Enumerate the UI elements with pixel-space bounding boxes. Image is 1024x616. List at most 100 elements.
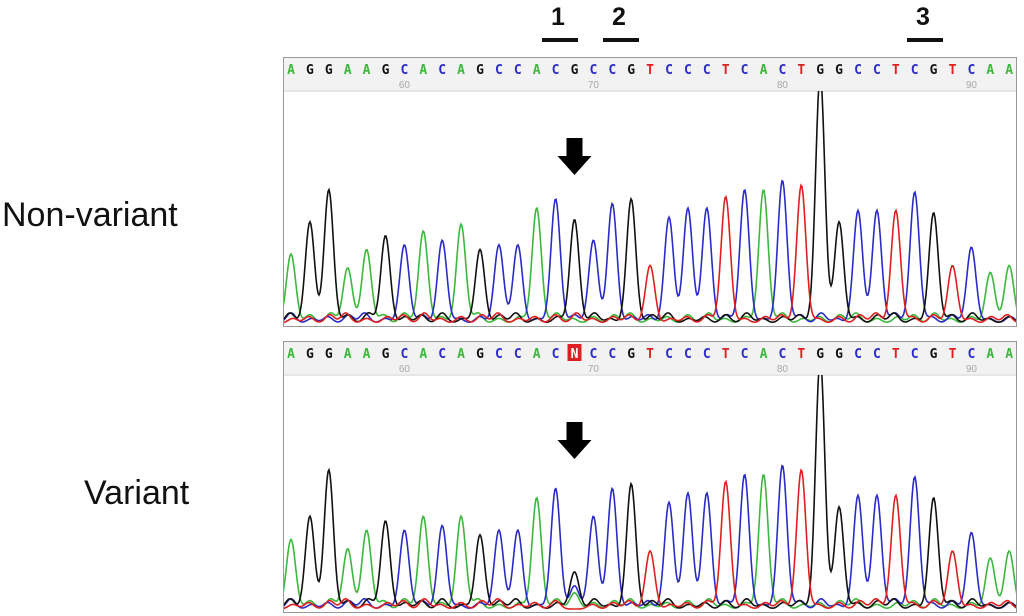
base-call: G	[306, 63, 314, 78]
base-call: C	[967, 347, 975, 362]
base-call: T	[646, 63, 654, 78]
base-call: G	[382, 347, 390, 362]
base-call: T	[949, 347, 957, 362]
base-call: C	[741, 347, 749, 362]
base-call: C	[703, 347, 711, 362]
base-call: A	[419, 347, 427, 362]
base-call: G	[816, 63, 824, 78]
base-call: T	[892, 63, 900, 78]
base-call: C	[438, 63, 446, 78]
trace-g	[284, 375, 1016, 610]
base-call: C	[514, 63, 522, 78]
base-call: C	[967, 63, 975, 78]
base-call: C	[911, 347, 919, 362]
base-call: T	[949, 63, 957, 78]
base-call: A	[363, 63, 371, 78]
variant-base-highlight	[567, 344, 582, 361]
base-call: C	[495, 63, 503, 78]
base-call: C	[684, 63, 692, 78]
base-call: C	[778, 347, 786, 362]
variant-arrow-icon	[557, 138, 592, 175]
position-tick-label: 80	[777, 364, 789, 375]
base-call: C	[552, 347, 560, 362]
base-call: C	[703, 63, 711, 78]
base-call: A	[760, 347, 768, 362]
base-call: C	[854, 347, 862, 362]
base-call: C	[873, 63, 881, 78]
base-call: T	[892, 347, 900, 362]
base-call: A	[344, 63, 352, 78]
position-tick-label: 70	[588, 80, 600, 91]
base-call: G	[325, 63, 333, 78]
base-call: A	[760, 63, 768, 78]
trace-t	[284, 183, 1016, 324]
trace-a	[284, 189, 1016, 324]
trace-g	[284, 91, 1016, 324]
base-call: C	[400, 63, 408, 78]
base-call: G	[627, 347, 635, 362]
base-call: C	[438, 347, 446, 362]
base-call: A	[1005, 347, 1013, 362]
position-tick-label: 80	[777, 80, 789, 91]
marker-1-number: 1	[551, 3, 565, 31]
base-call: A	[287, 63, 295, 78]
marker-2-bar	[603, 38, 639, 42]
marker-2-number: 2	[612, 3, 626, 31]
base-call: A	[363, 347, 371, 362]
position-tick-label: 90	[966, 364, 978, 375]
base-call: G	[382, 63, 390, 78]
position-tick-label: 60	[399, 364, 411, 375]
base-call: G	[835, 63, 843, 78]
base-call: A	[287, 347, 295, 362]
base-call: G	[835, 347, 843, 362]
base-call: G	[571, 63, 579, 78]
base-call: C	[854, 63, 862, 78]
base-call: A	[457, 347, 465, 362]
base-call: G	[930, 347, 938, 362]
base-call: G	[306, 347, 314, 362]
base-call: A	[1005, 63, 1013, 78]
base-call: C	[495, 347, 503, 362]
marker-3-number: 3	[916, 3, 930, 31]
variant-label: Variant	[84, 474, 190, 512]
position-tick-label: 70	[588, 364, 600, 375]
base-call: C	[665, 347, 673, 362]
variant-arrow-icon	[557, 422, 592, 459]
base-call: G	[325, 347, 333, 362]
base-call: A	[533, 347, 541, 362]
base-call: T	[797, 347, 805, 362]
base-call: C	[400, 347, 408, 362]
base-call: C	[608, 63, 616, 78]
base-call: T	[797, 63, 805, 78]
base-call: A	[457, 63, 465, 78]
base-call: A	[419, 63, 427, 78]
base-call: G	[476, 347, 484, 362]
base-call: G	[930, 63, 938, 78]
trace-a	[284, 474, 1016, 610]
base-call: C	[589, 347, 597, 362]
base-call: C	[514, 347, 522, 362]
base-call: T	[722, 347, 730, 362]
position-tick-label: 90	[966, 80, 978, 91]
base-call: C	[608, 347, 616, 362]
marker-3-bar	[907, 38, 943, 42]
position-tick-label: 60	[399, 80, 411, 91]
trace-t	[284, 468, 1016, 610]
base-call: C	[778, 63, 786, 78]
base-call: C	[741, 63, 749, 78]
non-variant-label: Non-variant	[2, 196, 178, 234]
base-call: A	[986, 63, 994, 78]
base-call: A	[986, 347, 994, 362]
base-call: C	[552, 63, 560, 78]
base-call: T	[722, 63, 730, 78]
base-call: C	[684, 347, 692, 362]
base-call: T	[646, 347, 654, 362]
marker-1-bar	[542, 38, 578, 42]
base-call: G	[627, 63, 635, 78]
base-call: C	[873, 347, 881, 362]
base-call: C	[911, 63, 919, 78]
non-variant-chromatogram: A G G A A G C A C A G C C A C G C C G T C C C T C A C T G G C C T C G T C A A6…	[283, 57, 1017, 327]
base-call: A	[344, 347, 352, 362]
base-call: N	[571, 347, 579, 362]
